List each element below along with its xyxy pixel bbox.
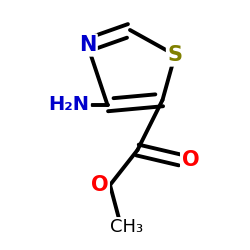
Text: S: S xyxy=(168,45,182,65)
Text: H₂N: H₂N xyxy=(48,96,89,114)
Text: O: O xyxy=(182,150,199,170)
Text: CH₃: CH₃ xyxy=(110,218,143,236)
Text: N: N xyxy=(79,35,96,55)
Text: O: O xyxy=(91,175,108,195)
